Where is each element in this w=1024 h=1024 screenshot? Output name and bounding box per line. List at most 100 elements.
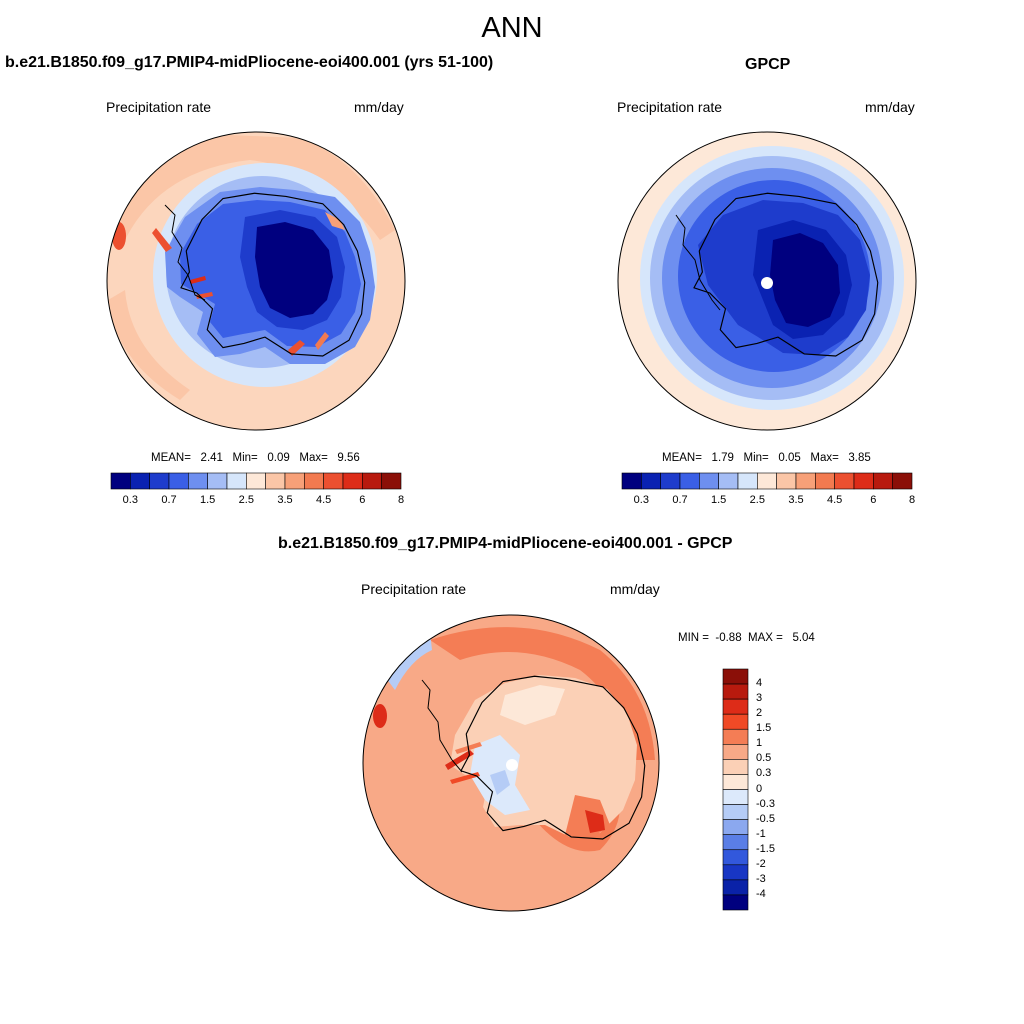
colorbar-swatch (853, 472, 874, 490)
colorbar-tick-label: 4.5 (316, 494, 332, 506)
colorbar-swatch (722, 834, 749, 851)
panel3-max-value: 5.04 (792, 632, 815, 644)
colorbar-swatch (722, 894, 749, 911)
colorbar-tick-label: 0.5 (756, 752, 772, 765)
colorbar-swatch (834, 472, 855, 490)
colorbar-tick-label: 0.7 (672, 494, 688, 506)
colorbar-tick-label: -0.3 (756, 797, 775, 810)
panel3-map (362, 614, 660, 912)
colorbar-swatch (722, 774, 749, 790)
colorbar-swatch (304, 472, 324, 490)
colorbar-tick-label: 4.5 (827, 494, 843, 506)
panel1-mean-value: 2.41 (200, 452, 223, 464)
panel2-colorbar (621, 472, 913, 490)
panel1-map (106, 131, 406, 431)
colorbar-swatch (168, 472, 189, 490)
colorbar-tick-label: 0.7 (161, 494, 177, 506)
panel2-variable-label: Precipitation rate (617, 99, 723, 115)
colorbar-tick-label: 1.5 (756, 722, 772, 735)
colorbar-swatch (323, 472, 344, 490)
colorbar-swatch (722, 819, 749, 835)
panel1-min-label: Min= (232, 452, 258, 464)
colorbar-swatch (130, 472, 150, 490)
colorbar-tick-label: 0.3 (122, 494, 138, 506)
colorbar-swatch (679, 472, 700, 490)
colorbar-tick-label: 2.5 (749, 494, 765, 506)
colorbar-swatch (776, 472, 797, 490)
panel3-colorbar (722, 668, 749, 911)
colorbar-swatch (246, 472, 266, 490)
colorbar-swatch (641, 472, 661, 490)
colorbar-swatch (226, 472, 247, 490)
panel1-units-label: mm/day (354, 99, 404, 115)
colorbar-swatch (110, 472, 131, 490)
colorbar-tick-label: 1.5 (711, 494, 727, 506)
panel2-min-value: 0.05 (778, 452, 801, 464)
colorbar-tick-label: 3.5 (788, 494, 804, 506)
panel2-units-label: mm/day (865, 99, 915, 115)
colorbar-tick-label: 0.3 (633, 494, 649, 506)
colorbar-swatch (621, 472, 642, 490)
colorbar-tick-label: 1.5 (200, 494, 216, 506)
colorbar-swatch (795, 472, 816, 490)
colorbar-tick-label: 6 (870, 494, 877, 506)
panel2-stats: MEAN= 1.79 Min= 0.05 Max= 3.85 (662, 452, 871, 464)
colorbar-swatch (342, 472, 363, 490)
colorbar-swatch (873, 472, 893, 490)
colorbar-swatch (149, 472, 170, 490)
colorbar-swatch (699, 472, 719, 490)
panel3-title: b.e21.B1850.f09_g17.PMIP4-midPliocene-eo… (278, 535, 733, 552)
colorbar-swatch (722, 759, 749, 775)
colorbar-swatch (265, 472, 286, 490)
colorbar-swatch (757, 472, 777, 490)
panel3-units-label: mm/day (610, 581, 660, 597)
panel3-variable-label: Precipitation rate (361, 581, 467, 597)
panel2-max-label: Max= (810, 452, 839, 464)
colorbar-swatch (722, 698, 749, 715)
colorbar-swatch (362, 472, 382, 490)
panel1-colorbar (110, 472, 402, 490)
colorbar-tick-label: 3.5 (277, 494, 293, 506)
panel1-title: b.e21.B1850.f09_g17.PMIP4-midPliocene-eo… (5, 54, 494, 71)
colorbar-tick-label: 6 (359, 494, 366, 506)
colorbar-swatch (722, 668, 749, 685)
colorbar-tick-label: 0 (756, 782, 763, 795)
colorbar-swatch (815, 472, 835, 490)
panel3-stats: MIN = -0.88 MAX = 5.04 (678, 632, 815, 644)
panel3-max-label: MAX = (748, 632, 783, 644)
panel1-max-value: 9.56 (337, 452, 360, 464)
panel1-stats: MEAN= 2.41 Min= 0.09 Max= 9.56 (151, 452, 360, 464)
colorbar-tick-label: 3 (756, 692, 763, 705)
panel3-min-label: MIN = (678, 632, 709, 644)
colorbar-swatch (660, 472, 681, 490)
panel2-max-value: 3.85 (848, 452, 871, 464)
colorbar-swatch (737, 472, 758, 490)
colorbar-swatch (718, 472, 739, 490)
colorbar-swatch (722, 879, 749, 896)
colorbar-swatch (381, 472, 402, 490)
colorbar-swatch (207, 472, 228, 490)
panel2-min-label: Min= (743, 452, 769, 464)
panel1-min-value: 0.09 (267, 452, 290, 464)
colorbar-tick-label: 2.5 (238, 494, 254, 506)
colorbar-swatch (722, 849, 749, 866)
colorbar-tick-label: -1 (756, 827, 766, 840)
colorbar-swatch (722, 864, 749, 881)
colorbar-tick-label: 0.3 (756, 767, 772, 780)
colorbar-swatch (722, 728, 749, 745)
colorbar-swatch (284, 472, 305, 490)
colorbar-tick-label: -1.5 (756, 842, 775, 855)
panel2-map (617, 131, 917, 431)
colorbar-swatch (188, 472, 208, 490)
colorbar-swatch (892, 472, 913, 490)
colorbar-tick-label: -0.5 (756, 812, 775, 825)
panel3-min-value: -0.88 (715, 632, 742, 644)
colorbar-swatch (722, 683, 749, 700)
colorbar-swatch (722, 744, 749, 760)
panel2-title: GPCP (745, 56, 791, 73)
colorbar-tick-label: 8 (908, 494, 916, 506)
panel2-mean-label: MEAN= (662, 452, 702, 464)
colorbar-tick-label: 2 (756, 707, 763, 720)
colorbar-tick-label: 8 (397, 494, 405, 506)
colorbar-swatch (722, 789, 749, 805)
